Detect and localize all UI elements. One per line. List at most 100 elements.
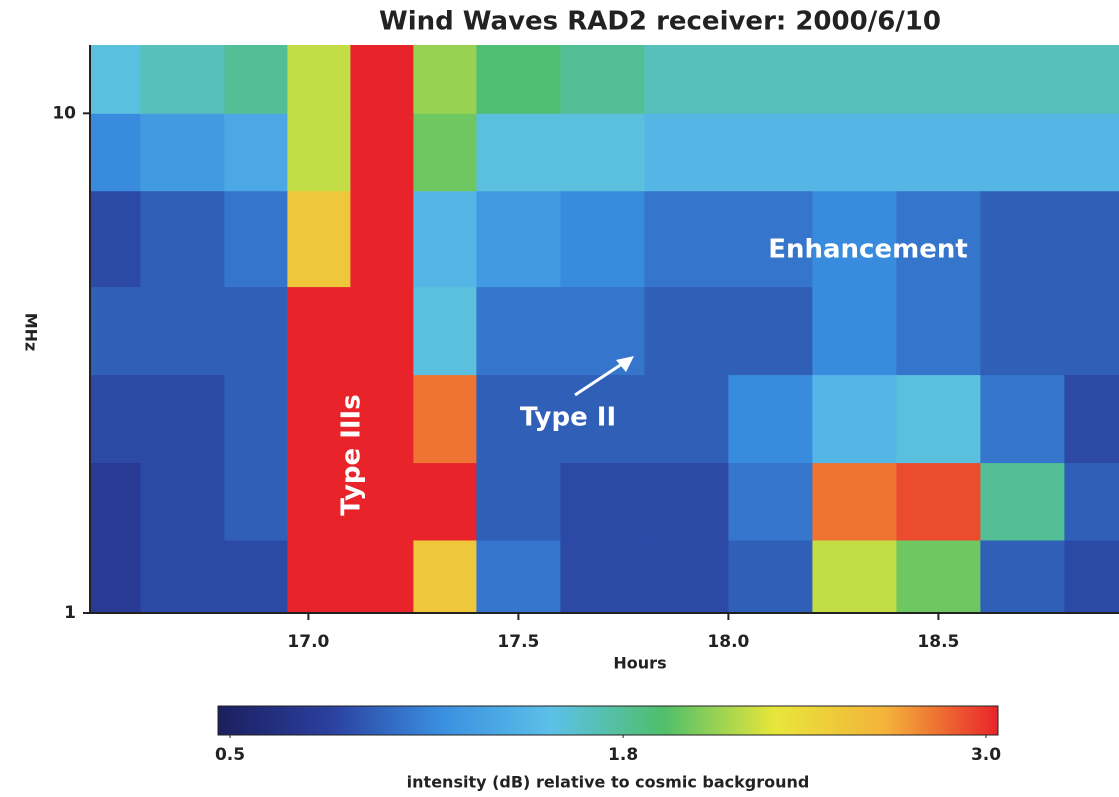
heatmap-cell [1064, 45, 1119, 114]
x-tick-label: 17.0 [287, 632, 329, 652]
heatmap-cell [812, 113, 897, 192]
heatmap-cell [90, 45, 141, 114]
colorbar-tick-label: 0.5 [215, 745, 245, 765]
heatmap-cell [896, 286, 981, 376]
heatmap-cell [644, 462, 729, 541]
x-tick-label: 17.5 [497, 632, 539, 652]
heatmap-cell [896, 190, 981, 288]
heatmap-cell [476, 190, 561, 288]
heatmap-cell [1064, 374, 1119, 464]
y-tick-label: 10 [52, 103, 76, 123]
heatmap-cell [644, 374, 729, 464]
heatmap-cell [140, 539, 225, 614]
colorbar [217, 705, 999, 736]
heatmap-cell [476, 374, 561, 464]
heatmap-cell [287, 45, 351, 114]
heatmap-cell [350, 539, 414, 614]
heatmap-cell [224, 374, 288, 464]
heatmap-cell [812, 374, 897, 464]
heatmap-cell [224, 539, 288, 614]
heatmap-cell [90, 190, 141, 288]
x-tick-label: 18.5 [917, 632, 959, 652]
heatmap-cell [287, 113, 351, 192]
heatmap-cell [413, 45, 477, 114]
chart-title: Wind Waves RAD2 receiver: 2000/6/10 [379, 7, 941, 37]
heatmap-cell [413, 539, 477, 614]
heatmap-cell [728, 190, 813, 288]
heatmap-cell [287, 190, 351, 288]
heatmap-cell [224, 190, 288, 288]
heatmap-cell [287, 286, 351, 376]
heatmap-cell [728, 113, 813, 192]
y-axis-label: MHz [22, 313, 41, 352]
heatmap-cell [980, 45, 1065, 114]
heatmap-cell [980, 462, 1065, 541]
heatmap-cell [1064, 539, 1119, 614]
heatmap-cell [812, 462, 897, 541]
heatmap-cell [140, 462, 225, 541]
annotation-arrowhead [616, 356, 634, 372]
heatmap-cell [896, 374, 981, 464]
heatmap-cell [980, 539, 1065, 614]
heatmap-cell [350, 286, 414, 376]
heatmap-cell [140, 190, 225, 288]
heatmap-cell [644, 45, 729, 114]
heatmap-cell [560, 286, 645, 376]
heatmap-cell [90, 539, 141, 614]
heatmap-cell [90, 113, 141, 192]
heatmap-cell [1064, 113, 1119, 192]
heatmap-cell [812, 190, 897, 288]
annotation: Type II [520, 403, 616, 433]
heatmap-cell [560, 45, 645, 114]
heatmap-cell [812, 45, 897, 114]
y-tick-label: 1 [64, 603, 76, 623]
heatmap-cell [476, 113, 561, 192]
heatmap-cell [728, 462, 813, 541]
annotation: Enhancement [768, 235, 968, 265]
colorbar-tick-label: 3.0 [971, 745, 1001, 765]
heatmap-cell [287, 374, 351, 464]
heatmap-cell [1064, 462, 1119, 541]
heatmap-cell [560, 539, 645, 614]
heatmap-cell [644, 190, 729, 288]
heatmap [90, 45, 1119, 614]
heatmap-cell [413, 286, 477, 376]
colorbar-label: intensity (dB) relative to cosmic backgr… [407, 773, 810, 792]
x-axis-label: Hours [613, 654, 666, 673]
heatmap-cell [140, 113, 225, 192]
heatmap-cell [644, 286, 729, 376]
heatmap-cell [413, 462, 477, 541]
heatmap-cell [287, 539, 351, 614]
heatmap-cell [350, 190, 414, 288]
x-tick-label: 18.0 [707, 632, 749, 652]
heatmap-cell [980, 286, 1065, 376]
annotation: Type IIIs [337, 394, 367, 515]
heatmap-cell [350, 113, 414, 192]
heatmap-cell [476, 286, 561, 376]
heatmap-cell [560, 462, 645, 541]
heatmap-cell [896, 539, 981, 614]
heatmap-cell [90, 374, 141, 464]
heatmap-cell [896, 462, 981, 541]
heatmap-cell [812, 539, 897, 614]
colorbar-tick-label: 1.8 [608, 745, 638, 765]
heatmap-cell [728, 539, 813, 614]
heatmap-cell [980, 190, 1065, 288]
heatmap-cell [224, 462, 288, 541]
heatmap-cell [728, 286, 813, 376]
heatmap-cell [728, 374, 813, 464]
heatmap-cell [350, 462, 414, 541]
heatmap-cell [980, 113, 1065, 192]
annotation-arrow [574, 358, 629, 397]
heatmap-cell [812, 286, 897, 376]
heatmap-cell [476, 45, 561, 114]
heatmap-cell [413, 374, 477, 464]
heatmap-cell [560, 113, 645, 192]
heatmap-cell [90, 462, 141, 541]
heatmap-cell [287, 462, 351, 541]
heatmap-cell [476, 462, 561, 541]
heatmap-cell [1064, 190, 1119, 288]
heatmap-cell [224, 113, 288, 192]
heatmap-cell [560, 190, 645, 288]
